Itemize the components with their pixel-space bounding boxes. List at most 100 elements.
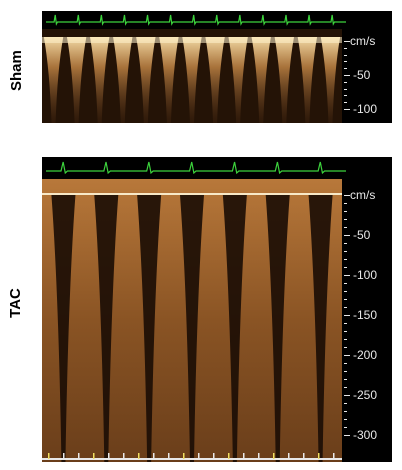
doppler-beat <box>265 195 290 462</box>
doppler-beat <box>320 37 341 123</box>
axis-minor-tick <box>344 411 347 412</box>
doppler-beat <box>251 37 271 123</box>
time-tick <box>63 453 65 459</box>
sham-doppler-panel: cm/s -50 -100 <box>42 11 392 123</box>
tac-row-label: TAC <box>7 288 24 318</box>
axis-minor-tick <box>344 291 347 292</box>
tac-ecg-trace <box>46 161 346 175</box>
doppler-beat <box>297 37 318 123</box>
axis-tick-label: -200 <box>353 348 378 362</box>
tac-doppler-panel: cm/s -50 -100 -150 -200 -250 -300 <box>42 157 392 462</box>
doppler-beat <box>51 195 76 462</box>
axis-tick <box>344 395 350 396</box>
axis-tick <box>344 195 350 196</box>
time-tick <box>168 453 170 459</box>
axis-minor-tick <box>344 331 347 332</box>
doppler-beat <box>43 37 64 123</box>
doppler-beat <box>137 195 162 462</box>
axis-minor-tick <box>344 203 347 204</box>
axis-minor-tick <box>344 283 347 284</box>
doppler-beat <box>159 37 179 123</box>
axis-unit-label: cm/s <box>350 188 376 202</box>
time-baseline <box>42 458 342 460</box>
axis-minor-tick <box>344 243 347 244</box>
time-tick <box>213 453 215 459</box>
tac-doppler-spectrum <box>42 179 342 462</box>
time-tick <box>48 453 50 459</box>
axis-unit-label: cm/s <box>350 34 376 48</box>
time-tick <box>138 453 140 459</box>
axis-tick <box>344 41 350 42</box>
time-tick <box>228 453 230 459</box>
sham-row-label: Sham <box>8 50 25 91</box>
doppler-beat <box>308 195 333 462</box>
axis-tick <box>344 109 350 110</box>
axis-minor-tick <box>344 68 347 70</box>
axis-minor-tick <box>344 379 347 380</box>
doppler-beat <box>182 37 202 123</box>
axis-minor-tick <box>344 387 347 388</box>
axis-tick-label: -50 <box>353 228 371 242</box>
time-tick <box>273 453 275 459</box>
sham-doppler-spectrum <box>42 29 342 123</box>
sham-ecg-trace <box>46 14 346 26</box>
axis-tick <box>344 235 350 236</box>
axis-minor-tick <box>344 267 347 268</box>
doppler-beat <box>274 37 294 123</box>
time-tick <box>78 453 80 459</box>
doppler-beat <box>205 37 225 123</box>
axis-minor-tick <box>344 211 347 212</box>
time-tick <box>153 453 155 459</box>
time-tick <box>183 453 185 459</box>
axis-minor-tick <box>344 47 347 49</box>
doppler-beat <box>90 37 110 123</box>
axis-tick-label: -250 <box>353 388 378 402</box>
axis-minor-tick <box>344 419 347 420</box>
doppler-beat <box>66 37 87 123</box>
doppler-beat <box>228 37 248 123</box>
time-tick <box>303 453 305 459</box>
time-tick <box>288 453 290 459</box>
axis-minor-tick <box>344 347 347 348</box>
doppler-beat <box>180 195 204 462</box>
axis-tick-label: -50 <box>353 68 371 82</box>
time-tick <box>198 453 200 459</box>
time-tick <box>108 453 110 459</box>
axis-tick <box>344 315 350 316</box>
axis-minor-tick <box>344 371 347 372</box>
axis-minor-tick <box>344 61 347 63</box>
axis-minor-tick <box>344 219 347 220</box>
axis-tick <box>344 435 350 436</box>
axis-tick <box>344 75 350 76</box>
axis-minor-tick <box>344 403 347 404</box>
time-tick <box>93 453 95 459</box>
axis-minor-tick <box>344 102 347 104</box>
axis-minor-tick <box>344 339 347 340</box>
doppler-beat <box>136 37 156 123</box>
axis-tick-label: -100 <box>353 102 378 116</box>
axis-minor-tick <box>344 363 347 364</box>
time-tick <box>123 453 125 459</box>
axis-minor-tick <box>344 227 347 228</box>
axis-tick-label: -300 <box>353 428 378 442</box>
doppler-beat <box>94 195 119 462</box>
doppler-beat <box>113 37 133 123</box>
axis-minor-tick <box>344 54 347 56</box>
axis-tick <box>344 355 350 356</box>
time-tick <box>258 453 260 459</box>
time-tick <box>333 453 335 459</box>
axis-minor-tick <box>344 81 347 83</box>
time-tick <box>318 453 320 459</box>
axis-minor-tick <box>344 323 347 324</box>
doppler-beat <box>222 195 247 462</box>
axis-minor-tick <box>344 251 347 252</box>
axis-minor-tick <box>344 95 347 97</box>
axis-minor-tick <box>344 307 347 308</box>
axis-minor-tick <box>344 88 347 90</box>
axis-tick-label: -150 <box>353 308 378 322</box>
axis-minor-tick <box>344 427 347 428</box>
axis-minor-tick <box>344 299 347 300</box>
axis-minor-tick <box>344 259 347 260</box>
time-tick <box>243 453 245 459</box>
axis-tick-label: -100 <box>353 268 378 282</box>
